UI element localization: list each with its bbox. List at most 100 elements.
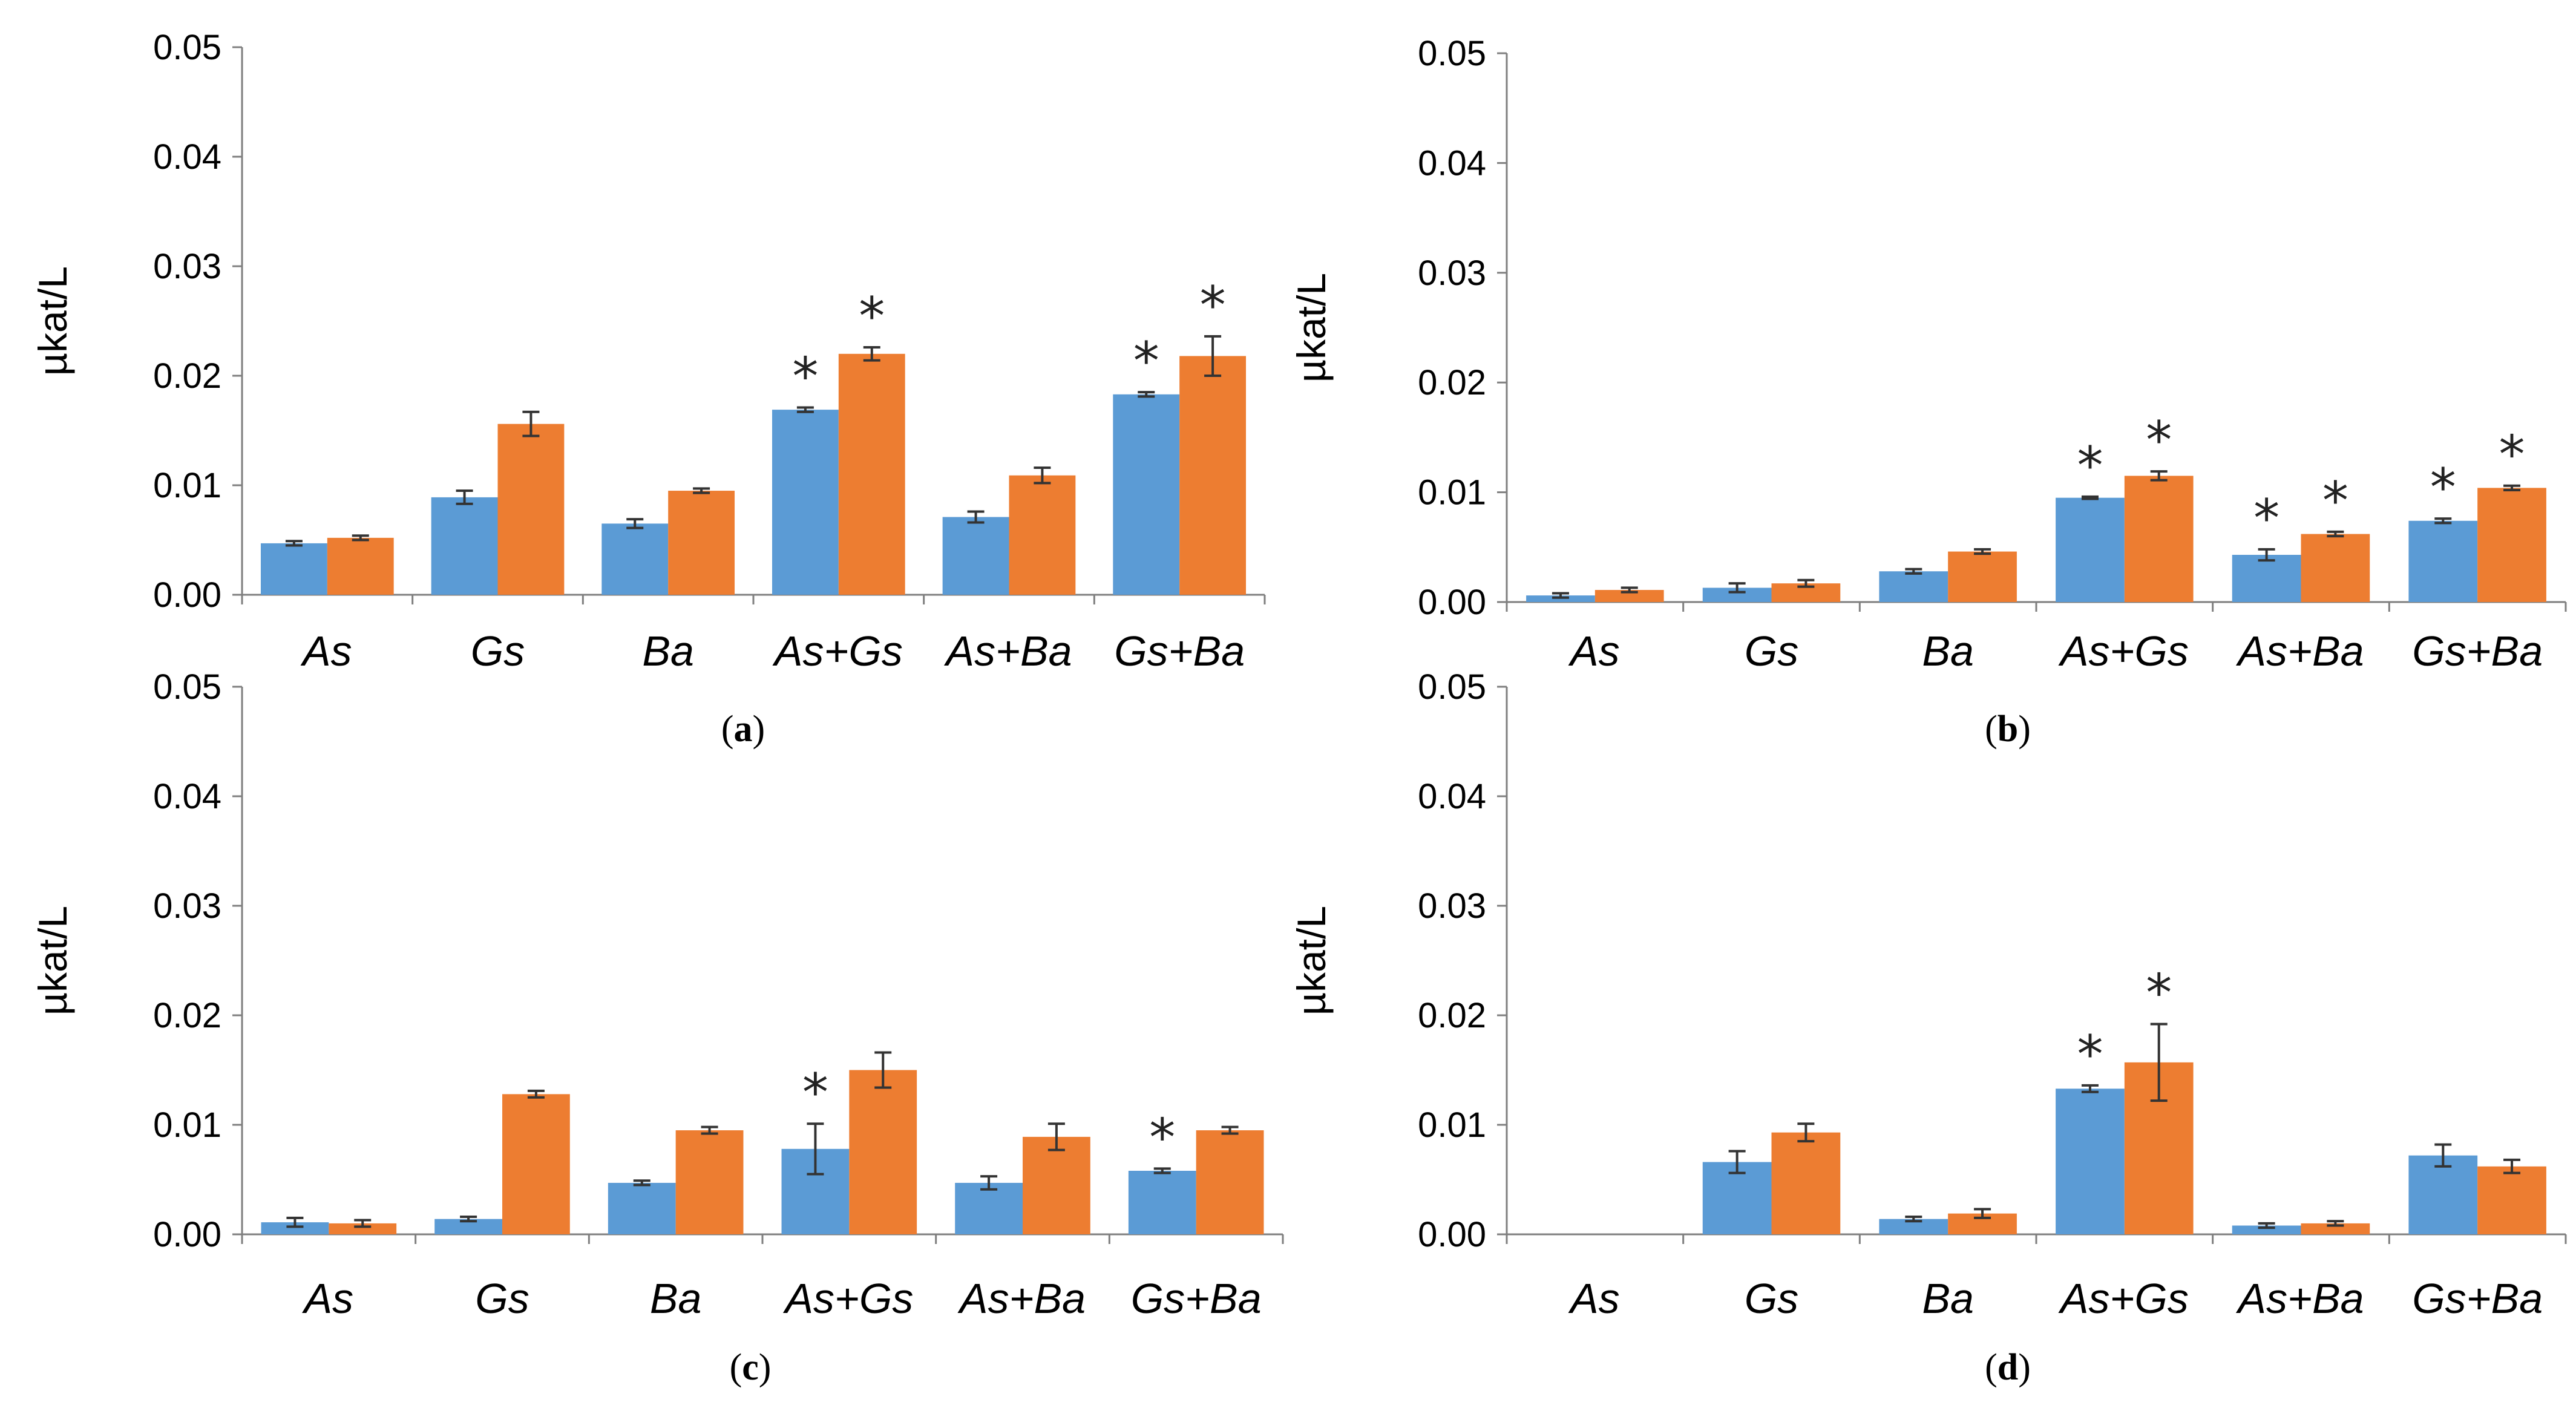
bar-series1 [608, 1182, 676, 1234]
bar-series1 [1879, 571, 1948, 602]
y-tick-label: 0.05 [1418, 667, 1486, 707]
chart-panel-a: 0.00 0.01 0.02 0.03 0.04 0.05 µkat/L As Gs Ba As+G… [30, 28, 1266, 750]
y-tick-label: 0.01 [1418, 473, 1486, 512]
x-tick-label: As [1568, 627, 1620, 675]
chart-panel-c: 0.00 0.01 0.02 0.03 0.04 0.05 µkat/L As Gs Ba As+G… [30, 667, 1284, 1388]
y-tick-label: 0.00 [153, 1215, 221, 1254]
x-tick-label: As+Gs [772, 627, 903, 675]
bar-series1 [260, 543, 327, 595]
bar-series1 [955, 1182, 1023, 1234]
bar-series1 [2408, 520, 2478, 602]
bar-series1 [2408, 1155, 2478, 1234]
y-tick-label: 0.00 [153, 575, 221, 615]
y-axis-label: µkat/L [1289, 273, 1334, 382]
bar-series2 [668, 491, 735, 595]
significance-marker: * [2077, 436, 2103, 496]
bar-series1 [942, 517, 1009, 595]
y-axis-label: µkat/L [1289, 906, 1334, 1015]
significance-marker: * [2146, 963, 2172, 1023]
significance-marker: * [2253, 488, 2279, 549]
y-tick-label: 0.02 [153, 356, 221, 396]
bar-series2 [1179, 356, 1247, 595]
bar-series2 [2301, 534, 2370, 602]
x-tick-label: Ba [650, 1275, 702, 1322]
y-tick-label: 0.03 [1418, 886, 1486, 926]
bar-series2 [1771, 1132, 1841, 1234]
x-tick-label: Gs [471, 627, 525, 675]
significance-marker: * [1200, 275, 1226, 336]
bar-series1 [601, 523, 669, 595]
x-tick-label: As+Gs [782, 1275, 913, 1322]
panel-caption: (c) [730, 1347, 772, 1388]
bar-series2 [2124, 476, 2194, 602]
bar-series1 [261, 1222, 329, 1234]
bar-series2 [838, 353, 905, 595]
y-tick-label: 0.04 [1418, 143, 1486, 183]
y-tick-label: 0.05 [153, 667, 221, 707]
significance-marker: * [792, 346, 818, 407]
bar-series2 [849, 1070, 917, 1234]
significance-marker: * [1133, 331, 1159, 391]
bar-series1 [772, 410, 839, 595]
y-tick-label: 0.00 [1418, 1215, 1486, 1254]
panel-caption: (b) [1985, 709, 2031, 750]
bar-series1 [1113, 394, 1180, 595]
y-tick-label: 0.04 [1418, 777, 1486, 816]
panel-caption: (d) [1985, 1347, 2031, 1388]
bar-series1 [2232, 1225, 2301, 1234]
x-tick-label: Gs+Ba [1131, 1275, 1262, 1322]
bar-series2 [2477, 488, 2546, 602]
y-tick-label: 0.05 [153, 28, 221, 67]
x-tick-label: Ba [1922, 627, 1974, 675]
bar-series2 [1009, 475, 1076, 595]
y-tick-label: 0.04 [153, 777, 221, 816]
y-tick-label: 0.05 [1418, 34, 1486, 73]
y-tick-label: 0.01 [153, 466, 221, 505]
bar-series1 [2056, 497, 2125, 602]
bar-series2 [329, 1223, 397, 1234]
y-tick-label: 0.03 [153, 886, 221, 926]
y-tick-label: 0.01 [1418, 1105, 1486, 1145]
x-tick-label: As+Ba [943, 627, 1072, 675]
significance-marker: * [2499, 425, 2525, 485]
x-tick-label: Gs+Ba [2412, 1275, 2543, 1322]
significance-marker: * [802, 1062, 828, 1123]
y-tick-label: 0.00 [1418, 583, 1486, 622]
x-tick-label: As+Ba [2235, 1275, 2364, 1322]
bar-series2 [1594, 590, 1664, 602]
significance-marker: * [859, 286, 885, 347]
panel-caption: (a) [721, 709, 765, 750]
bar-series2 [2301, 1223, 2370, 1234]
significance-marker: * [2077, 1024, 2103, 1085]
bar-series2 [675, 1130, 744, 1234]
x-tick-label: As+Gs [2058, 627, 2189, 675]
x-tick-label: Gs+Ba [2412, 627, 2543, 675]
x-tick-label: Gs+Ba [1114, 627, 1245, 675]
y-tick-label: 0.03 [153, 247, 221, 286]
x-tick-label: As+Ba [957, 1275, 1086, 1322]
x-tick-label: Ba [1922, 1275, 1974, 1322]
y-tick-label: 0.03 [1418, 254, 1486, 293]
x-tick-label: Ba [642, 627, 694, 675]
y-tick-label: 0.02 [153, 996, 221, 1035]
bar-series1 [431, 497, 498, 595]
significance-marker: * [2430, 457, 2456, 518]
y-tick-label: 0.02 [1418, 363, 1486, 402]
bar-series1 [2232, 554, 2301, 602]
y-tick-label: 0.04 [153, 137, 221, 177]
bar-series2 [327, 537, 394, 595]
y-axis-label: µkat/L [30, 266, 75, 376]
bar-series2 [1196, 1130, 1264, 1234]
x-tick-label: As [301, 1275, 353, 1322]
y-axis-label: µkat/L [30, 906, 75, 1015]
bar-series1 [1702, 588, 1772, 602]
bar-series2 [2477, 1166, 2546, 1234]
chart-panel-d: 0.00 0.01 0.02 0.03 0.04 0.05 µkat/L As Gs Ba As+G… [1289, 667, 2567, 1388]
bar-series1 [2056, 1089, 2125, 1234]
bar-series2 [1023, 1136, 1090, 1234]
x-tick-label: Gs [475, 1275, 529, 1322]
x-tick-label: As [300, 627, 352, 675]
bar-series2 [1948, 551, 2017, 602]
bar-series2 [497, 424, 565, 595]
